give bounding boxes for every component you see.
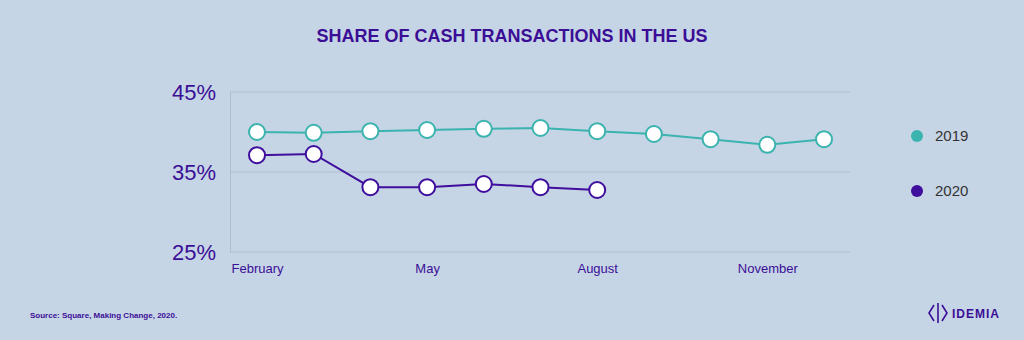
title: SHARE OF CASH TRANSACTIONS IN THE US bbox=[316, 26, 707, 46]
point bbox=[759, 137, 775, 153]
legend-label: 2019 bbox=[935, 127, 968, 144]
grid bbox=[230, 92, 850, 252]
background bbox=[0, 0, 1024, 340]
point bbox=[703, 131, 719, 147]
y-tick: 45% bbox=[172, 80, 230, 105]
point bbox=[306, 146, 322, 162]
point bbox=[249, 124, 265, 140]
point bbox=[476, 121, 492, 137]
x-tick-label: August bbox=[577, 261, 618, 276]
y-tick-label: 25% bbox=[172, 240, 216, 265]
point bbox=[589, 182, 605, 198]
point bbox=[589, 123, 605, 139]
grid-line bbox=[230, 172, 850, 173]
x-tick: May bbox=[415, 252, 440, 276]
x-tick-label: November bbox=[738, 261, 799, 276]
legend-label: 2020 bbox=[935, 182, 968, 199]
x-tick: August bbox=[577, 252, 618, 276]
point bbox=[533, 179, 549, 195]
x-tick: February bbox=[231, 252, 284, 276]
brand-icon-part bbox=[937, 303, 939, 323]
point bbox=[419, 179, 435, 195]
point bbox=[362, 123, 378, 139]
x-tick: November bbox=[738, 252, 799, 276]
plot-area bbox=[249, 120, 832, 198]
legend: 2019 2020 bbox=[911, 127, 968, 199]
x-tick-label: February bbox=[231, 261, 284, 276]
x-tick-label: May bbox=[415, 261, 440, 276]
x-axis: February May August November bbox=[231, 252, 824, 276]
brand-icon-part bbox=[942, 305, 947, 321]
point bbox=[533, 120, 549, 136]
point bbox=[816, 131, 832, 147]
grid-line bbox=[230, 252, 850, 253]
y-tick-label: 35% bbox=[172, 160, 216, 185]
grid-line bbox=[230, 92, 850, 93]
point bbox=[249, 147, 265, 163]
brand-icon bbox=[929, 303, 947, 323]
brand-icon-part bbox=[929, 305, 934, 321]
legend-swatch bbox=[911, 185, 923, 197]
point bbox=[646, 126, 662, 142]
y-tick: 35% bbox=[172, 160, 230, 185]
point bbox=[362, 179, 378, 195]
brand: IDEMIA bbox=[952, 307, 1000, 321]
point bbox=[306, 125, 322, 141]
y-axis-line bbox=[230, 93, 231, 253]
chart: SHARE OF CASH TRANSACTIONS IN THE US 25% 3… bbox=[0, 0, 1024, 340]
source: Source: Square, Making Change, 2020. bbox=[30, 311, 177, 320]
point bbox=[419, 122, 435, 138]
point bbox=[476, 176, 492, 192]
y-tick: 25% bbox=[172, 240, 230, 265]
y-axis: 25% 35% 45% bbox=[172, 80, 231, 265]
y-tick-label: 45% bbox=[172, 80, 216, 105]
legend-swatch bbox=[911, 130, 923, 142]
